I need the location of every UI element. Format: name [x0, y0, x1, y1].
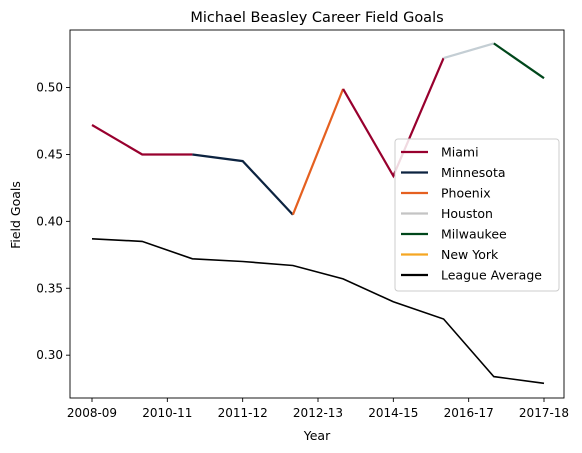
- series-line-miami-3: [342, 57, 445, 179]
- series-line-phoenix-2: [291, 88, 345, 216]
- x-tick-label: 2017-18: [519, 406, 569, 420]
- series-line-milwaukee-5: [493, 42, 545, 80]
- x-tick-label: 2011-12: [218, 406, 268, 420]
- legend-label: Miami: [441, 145, 479, 160]
- y-axis-label: Field Goals: [8, 181, 23, 249]
- y-tick-label: 0.50: [36, 81, 63, 95]
- x-tick-label: 2014-15: [368, 406, 418, 420]
- x-axis: 2008-09 2010-11 2011-12 2012-13 2014-15 2016-…: [67, 398, 569, 420]
- legend-label: Milwaukee: [441, 227, 507, 242]
- x-tick-label: 2016-17: [444, 406, 494, 420]
- x-tick-label: 2012-13: [293, 406, 343, 420]
- series-line-league-average-6: [91, 238, 545, 385]
- legend-label: Phoenix: [441, 186, 491, 201]
- chart-title: Michael Beasley Career Field Goals: [190, 10, 443, 26]
- legend-label: Houston: [441, 206, 493, 221]
- y-tick-label: 0.35: [36, 281, 63, 295]
- x-tick-label: 2010-11: [142, 406, 192, 420]
- plot-frame: [69, 29, 565, 399]
- legend-label: New York: [441, 247, 499, 262]
- x-tick-label: 2008-09: [67, 406, 117, 420]
- y-tick-label: 0.40: [36, 214, 63, 228]
- legend: Miami Minnesota Phoenix Houston Milwaukee New…: [394, 138, 560, 292]
- legend-label: Minnesota: [441, 165, 506, 180]
- series-line-houston-4: [443, 42, 495, 60]
- y-tick-label: 0.45: [36, 147, 63, 161]
- plot-area: [69, 29, 565, 399]
- series-line-minnesota-1: [192, 153, 294, 216]
- x-axis-label: Year: [303, 428, 331, 443]
- legend-box: [394, 138, 560, 292]
- legend-label: League Average: [441, 268, 542, 283]
- y-tick-label: 0.30: [36, 348, 63, 362]
- series-line-miami-0: [91, 124, 193, 156]
- y-axis: 0.30 0.35 0.40 0.45 0.50: [36, 81, 70, 362]
